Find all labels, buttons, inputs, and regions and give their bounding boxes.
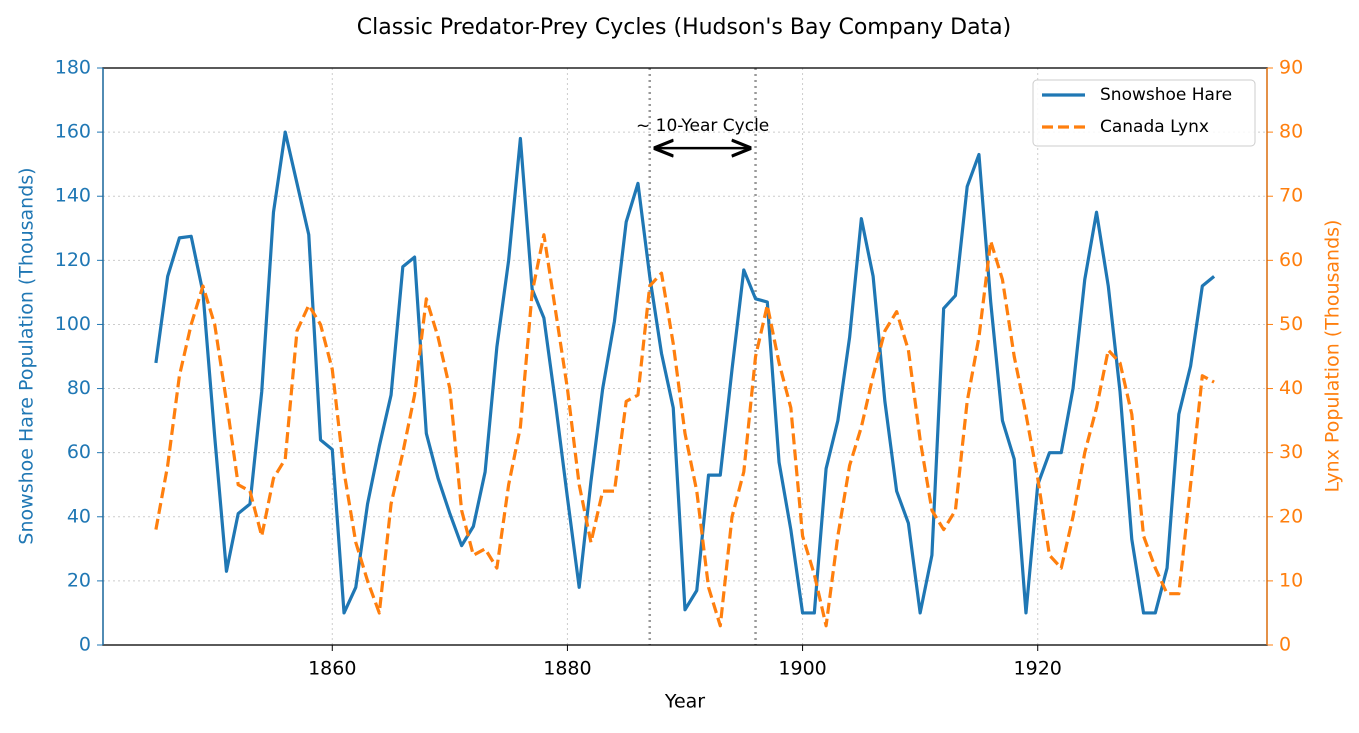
y2-tick-label: 90 [1279,57,1303,79]
y2-tick-label: 80 [1279,121,1303,143]
x-tick-label: 1880 [543,658,591,680]
y-axis-label: Snowshoe Hare Population (Thousands) [16,167,38,544]
y-tick-label: 100 [55,313,91,335]
y2-tick-label: 60 [1279,249,1303,271]
y2-tick-label: 40 [1279,377,1303,399]
y2-tick-label: 50 [1279,313,1303,335]
legend-label: Snowshoe Hare [1100,85,1232,105]
legend-box [1032,79,1256,147]
y-tick-label: 140 [55,185,91,207]
y2-tick-label: 30 [1279,441,1303,463]
x-tick-label: 1900 [778,658,826,680]
y2-tick-label: 10 [1279,569,1303,591]
annotation-text: ~ 10-Year Cycle [636,116,769,136]
y2-tick-label: 0 [1279,634,1291,656]
y-tick-label: 120 [55,249,91,271]
y2-tick-label: 70 [1279,185,1303,207]
y2-axis-label: Lynx Population (Thousands) [1322,220,1344,493]
chart-title: Classic Predator-Prey Cycles (Hudson's B… [357,15,1012,40]
series-line [154,233,1215,628]
x-axis-label: Year [664,691,705,713]
y-tick-label: 180 [55,57,91,79]
y-tick-label: 0 [79,634,91,656]
y-tick-label: 60 [67,441,91,463]
y-tick-label: 40 [67,505,91,527]
x-tick-label: 1860 [308,658,356,680]
legend-label: Canada Lynx [1100,117,1209,137]
x-tick-label: 1920 [1014,658,1062,680]
y-tick-label: 20 [67,569,91,591]
y-tick-label: 160 [55,121,91,143]
y-tick-label: 80 [67,377,91,399]
y2-tick-label: 20 [1279,505,1303,527]
